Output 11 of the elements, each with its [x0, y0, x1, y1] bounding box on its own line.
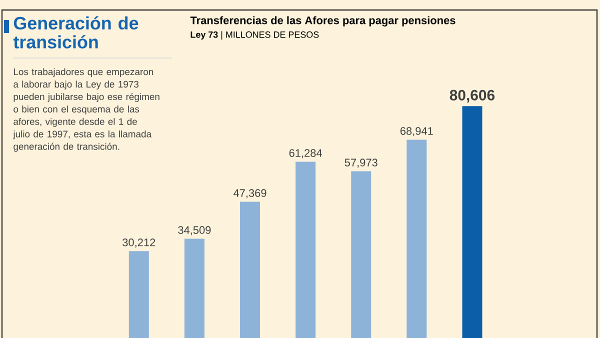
data-label: 34,509 [178, 226, 211, 236]
data-label: 80,606 [450, 90, 495, 103]
data-label: 47,369 [233, 189, 266, 198]
chart-subtitle: Ley 73 | MILLONES DE PESOS [190, 31, 319, 40]
text: Generación de transición [13, 16, 138, 48]
annotation: Los trabajadores que empezaron a laborar bajo la Ley de 1973 pueden jubilarse bajo ese régimen o bien con el esquema de las afores, vigente desde el 1 de julio de 1997, esta es la llamada generación de transición. [12, 68, 160, 152]
data-label: 61,284 [289, 149, 322, 158]
data-label: 30,212 [122, 238, 156, 248]
data-label: 68,941 [400, 127, 433, 136]
chart-title: Transferencias de las Afores para pagar pensiones [190, 16, 456, 26]
data-label: 57,973 [344, 158, 378, 168]
